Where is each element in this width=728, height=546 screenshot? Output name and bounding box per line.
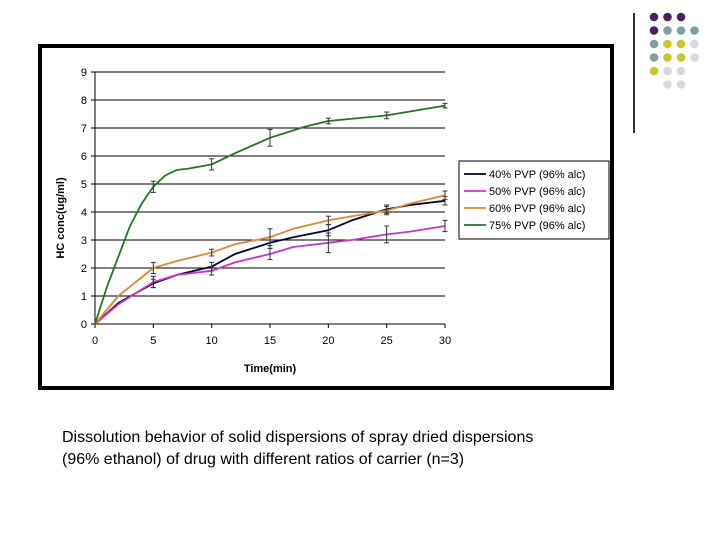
x-axis-label: Time(min) xyxy=(244,363,297,375)
error-bar xyxy=(325,215,331,226)
decorative-dot xyxy=(663,66,672,76)
error-bar xyxy=(442,219,448,233)
x-tick-label: 20 xyxy=(322,335,334,347)
decorative-vertical-line xyxy=(633,13,635,133)
decorative-dot xyxy=(649,53,659,62)
legend-entry: 50% PVP (96% alc) xyxy=(489,186,585,198)
x-tick-label: 25 xyxy=(381,335,393,347)
decorative-dot xyxy=(663,26,672,35)
decorative-dot xyxy=(663,12,672,22)
decorative-dot xyxy=(663,53,672,62)
decorative-dot xyxy=(649,66,659,76)
y-tick-label: 5 xyxy=(81,179,87,191)
y-axis-label: HC conc(ug/ml) xyxy=(55,177,67,259)
decorative-dot-grid xyxy=(649,12,699,89)
y-tick-label: 4 xyxy=(81,207,87,219)
x-tick-label: 5 xyxy=(150,335,156,347)
error-bar xyxy=(209,266,215,276)
decorative-dot xyxy=(663,80,672,89)
dissolution-line-chart: 0 1 2 3 4 5 6 7 8 9 0 5 10 15 20 25 30 40% PVP (96% alc)… xyxy=(55,67,610,375)
error-bar xyxy=(209,158,215,171)
decorative-dot xyxy=(676,12,686,22)
y-tick-label: 1 xyxy=(81,291,87,303)
decorative-dot xyxy=(676,66,686,76)
error-bar xyxy=(384,225,390,244)
decorative-dot xyxy=(676,26,686,35)
caption-line-2: (96% ethanol) of drug with different rat… xyxy=(62,451,465,468)
legend-entry: 40% PVP (96% alc) xyxy=(489,169,585,181)
error-bar xyxy=(150,180,156,193)
error-bar xyxy=(384,205,390,216)
error-bar xyxy=(209,248,215,257)
y-tick-label: 7 xyxy=(81,123,87,135)
y-tick-label: 0 xyxy=(81,319,87,331)
x-tick-label: 10 xyxy=(206,335,218,347)
decorative-dot xyxy=(676,39,686,49)
decorative-dot xyxy=(690,39,699,49)
series-line-0 xyxy=(94,199,446,325)
caption-line-1: Dissolution behavior of solid dispersion… xyxy=(62,429,534,446)
series-lines xyxy=(94,102,448,325)
decorative-dot xyxy=(690,26,699,35)
decorative-dot xyxy=(676,53,686,62)
decorative-dot xyxy=(649,12,659,22)
grid-lines xyxy=(95,71,445,297)
decorative-dot xyxy=(649,26,659,35)
series-line-3 xyxy=(94,104,446,325)
decorative-dot xyxy=(663,39,672,49)
legend-entry: 75% PVP (96% alc) xyxy=(489,220,585,232)
axes: 0 1 2 3 4 5 6 7 8 9 0 5 10 15 20 25 30 xyxy=(81,67,451,347)
error-bar xyxy=(325,232,331,254)
x-tick-label: 30 xyxy=(439,335,451,347)
chart-frame: 0 1 2 3 4 5 6 7 8 9 0 5 10 15 20 25 30 40% PVP (96% alc)… xyxy=(38,44,614,390)
decorative-dot xyxy=(690,53,699,62)
legend: 40% PVP (96% alc) 50% PVP (96% alc) 60% PV… xyxy=(458,160,610,240)
error-bar xyxy=(267,247,273,261)
y-tick-label: 6 xyxy=(81,151,87,163)
error-bar xyxy=(325,117,331,125)
error-bar xyxy=(150,261,156,275)
y-tick-label: 9 xyxy=(81,67,87,79)
y-tick-label: 2 xyxy=(81,263,87,275)
y-tick-label: 8 xyxy=(81,95,87,107)
error-bar xyxy=(150,275,156,289)
legend-entry: 60% PVP (96% alc) xyxy=(489,203,585,215)
x-tick-label: 0 xyxy=(92,335,98,347)
decorative-dot xyxy=(649,39,659,49)
x-tick-label: 15 xyxy=(264,335,276,347)
error-bar xyxy=(267,128,273,147)
error-bar xyxy=(384,111,390,120)
error-bar xyxy=(267,228,273,247)
y-tick-label: 3 xyxy=(81,235,87,247)
error-bar xyxy=(442,102,448,109)
error-bar xyxy=(442,190,448,200)
decorative-dot xyxy=(676,80,686,89)
slide-caption: Dissolution behavior of solid dispersion… xyxy=(62,427,702,471)
